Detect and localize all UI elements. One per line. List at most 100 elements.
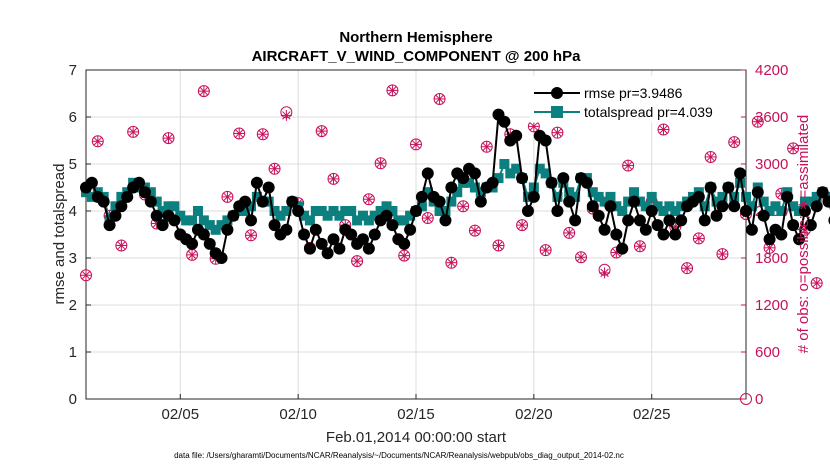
rmse-point [622,214,635,227]
rmse-point [245,214,257,227]
rmse-point [527,190,540,203]
obs-assimilated-point [445,257,457,269]
legend-rmse-label: rmse pr=3.9486 [584,85,683,101]
totalspread-point [375,206,386,216]
rmse-point [645,205,658,217]
rmse-point [433,195,446,208]
obs-assimilated-point [198,85,210,97]
rmse-point [816,186,829,199]
x-tick-label: 02/05 [162,406,200,423]
rmse-point [628,195,641,208]
rmse-point [728,200,741,213]
totalspread-point [711,196,722,207]
totalspread-point [493,173,504,184]
rmse-point [675,214,688,227]
totalspread-point [564,187,575,198]
x-tick-label: 02/15 [397,406,435,423]
totalspread-point [175,210,186,221]
obs-zero-marker [740,393,752,405]
rmse-point [268,219,281,232]
totalspread-point [670,206,681,216]
obs-assimilated-point [516,219,528,231]
rmse-point [404,223,417,236]
obs-assimilated-point [599,267,611,279]
rmse-point [386,219,399,232]
totalspread-point [717,191,728,202]
legend-box [529,75,741,123]
obs-assimilated-point [658,124,669,136]
obs-assimilated-point [92,135,104,147]
y2-tick-label: 600 [755,344,780,361]
totalspread-point [198,215,209,226]
rmse-series [80,108,830,264]
rmse-point [657,228,670,241]
totalspread-point [652,201,663,212]
totalspread-point [157,206,168,216]
rmse-point [521,205,534,217]
rmse-point [133,176,146,189]
rmse-point [197,228,210,241]
y-tick-label: 0 [69,391,77,408]
totalspread-point [363,215,374,226]
chart-title: Northern Hemisphere [339,29,492,46]
rmse-point [439,214,452,227]
totalspread-point [735,177,746,188]
obs-assimilated-point [375,157,387,169]
obs-assimilated-point [410,138,422,150]
rmse-point [557,172,570,185]
obs-assimilated-point [127,126,139,138]
rmse-point [651,219,664,232]
rmse-point [309,223,322,236]
rmse-point [115,200,128,213]
rmse-point [798,205,811,217]
totalspread-point [511,163,522,174]
obs-assimilated-point [115,239,127,251]
y2-tick-label: 1800 [755,250,788,267]
obs-assimilated-point [434,93,446,105]
legend-spread-label: totalspread pr=4.039 [584,104,713,120]
totalspread-point [275,210,286,221]
obs-assimilated-point [752,116,764,128]
obs-assimilated-point [540,244,552,256]
totalspread-point [758,196,769,207]
obs-assimilated-point [386,84,398,96]
rmse-point [710,209,723,222]
obs-assimilated-point [693,232,705,244]
rmse-point [445,181,458,194]
totalspread-point [729,191,740,202]
rmse-point [410,205,422,217]
obs-assimilated-point [622,160,634,172]
obs-assimilated-point [269,163,281,175]
totalspread-point [452,187,463,198]
obs-assimilated-point [328,173,339,185]
obs-assimilated-point [351,255,363,267]
rmse-point [121,190,134,203]
rmse-point [356,233,369,246]
y-axis-left: 0 1 2 3 4 5 6 7 [69,62,91,408]
totalspread-point [328,206,339,216]
rmse-point [592,209,605,222]
totalspread-point [204,220,215,231]
totalspread-point [416,201,427,212]
obs-assimilated-point [493,239,504,251]
rmse-point [239,195,252,208]
rmse-point [793,233,806,246]
obs-assimilated-point [316,125,328,137]
rmse-point [704,181,717,194]
rmse-point [810,200,823,213]
y-tick-label: 4 [69,203,77,220]
y-axis-right-label: # of obs: o=possible; ∗=assimilated [795,115,812,354]
legend-rmse-marker [551,87,563,99]
totalspread-point [269,206,280,216]
rmse-point [303,242,316,255]
obs-assimilated-point [563,227,575,239]
legend-spread-marker [551,106,563,118]
rmse-point [221,223,234,236]
totalspread-point [346,206,357,216]
totalspread-point [640,201,651,212]
x-tick-label: 02/25 [633,406,671,423]
rmse-point [262,181,275,194]
rmse-point [315,237,328,250]
y2-tick-label: 4200 [755,62,788,79]
rmse-point [486,176,499,189]
